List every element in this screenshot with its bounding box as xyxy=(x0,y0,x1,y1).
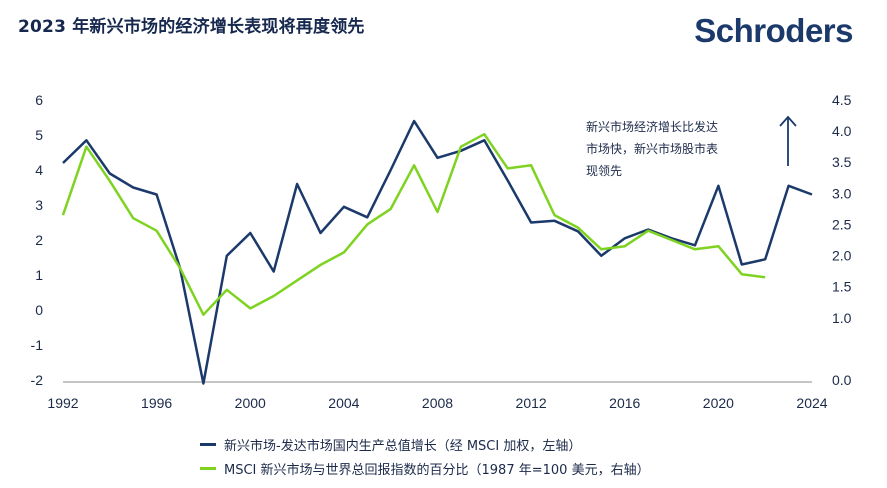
right-tick-label: 1.5 xyxy=(832,279,852,295)
x-tick-label: 2012 xyxy=(516,395,547,411)
x-tick-label: 1992 xyxy=(47,395,78,411)
series-line-gdp xyxy=(62,119,813,385)
left-tick-label: -2 xyxy=(31,372,44,388)
schroders-logo: Schroders xyxy=(694,12,853,49)
right-tick-label: 1.0 xyxy=(832,310,852,326)
page-title: 2023 年新兴市场的经济增长表现将再度领先 xyxy=(18,17,365,37)
left-tick-label: -1 xyxy=(31,337,44,353)
left-tick-label: 6 xyxy=(35,92,43,108)
series-line-msci xyxy=(61,132,766,316)
legend-label-gdp: 新兴市场-发达市场国内生产总值增长（经 MSCI 加权，左轴） xyxy=(224,438,582,454)
x-tick-label: 2016 xyxy=(609,395,640,411)
legend-swatch-msci xyxy=(200,466,216,470)
x-tick-label: 2024 xyxy=(796,395,827,411)
right-tick-label: 2.5 xyxy=(832,216,852,232)
left-tick-label: 2 xyxy=(35,232,43,248)
left-tick-label: 3 xyxy=(35,197,43,213)
left-tick-label: 5 xyxy=(35,127,43,143)
left-tick-label: 1 xyxy=(35,267,43,283)
left-tick-label: 0 xyxy=(35,302,43,318)
x-tick-label: 2004 xyxy=(328,395,359,411)
legend: 新兴市场-发达市场国内生产总值增长（经 MSCI 加权，左轴） MSCI 新兴市… xyxy=(200,432,650,480)
legend-item-msci: MSCI 新兴市场与世界总回报指数的百分比（1987 年=100 美元，右轴） xyxy=(200,456,650,480)
left-axis-ticks: 6 5 4 3 2 1 0 -1 -2 xyxy=(31,92,44,388)
legend-label-msci: MSCI 新兴市场与世界总回报指数的百分比（1987 年=100 美元，右轴） xyxy=(224,462,650,478)
right-tick-label: 3.0 xyxy=(832,185,852,201)
x-tick-label: 1996 xyxy=(141,395,172,411)
annotation-text: 市场快，新兴市场股市表 xyxy=(586,141,718,156)
annotation-text: 新兴市场经济增长比发达 xyxy=(586,119,718,134)
right-tick-label: 4.5 xyxy=(832,92,852,108)
legend-swatch-gdp xyxy=(200,442,216,446)
series-layer xyxy=(61,119,813,385)
x-tick-label: 2020 xyxy=(703,395,734,411)
x-axis-ticks: 1992 1996 2000 2004 2008 2012 2016 2020 2024 xyxy=(47,395,827,411)
right-axis-ticks: 4.5 4.0 3.5 3.0 2.5 2.0 1.5 1.0 0.0 xyxy=(832,92,852,388)
right-tick-label: 0.0 xyxy=(832,372,852,388)
x-tick-label: 2000 xyxy=(235,395,266,411)
x-tick-label: 2008 xyxy=(422,395,453,411)
right-tick-label: 4.0 xyxy=(832,123,852,139)
right-tick-label: 2.0 xyxy=(832,248,852,264)
up-arrow-head-icon xyxy=(779,115,797,127)
left-tick-label: 4 xyxy=(35,162,43,178)
annotation-text: 现领先 xyxy=(586,164,622,178)
legend-item-gdp: 新兴市场-发达市场国内生产总值增长（经 MSCI 加权，左轴） xyxy=(200,432,650,456)
right-tick-label: 3.5 xyxy=(832,154,852,170)
